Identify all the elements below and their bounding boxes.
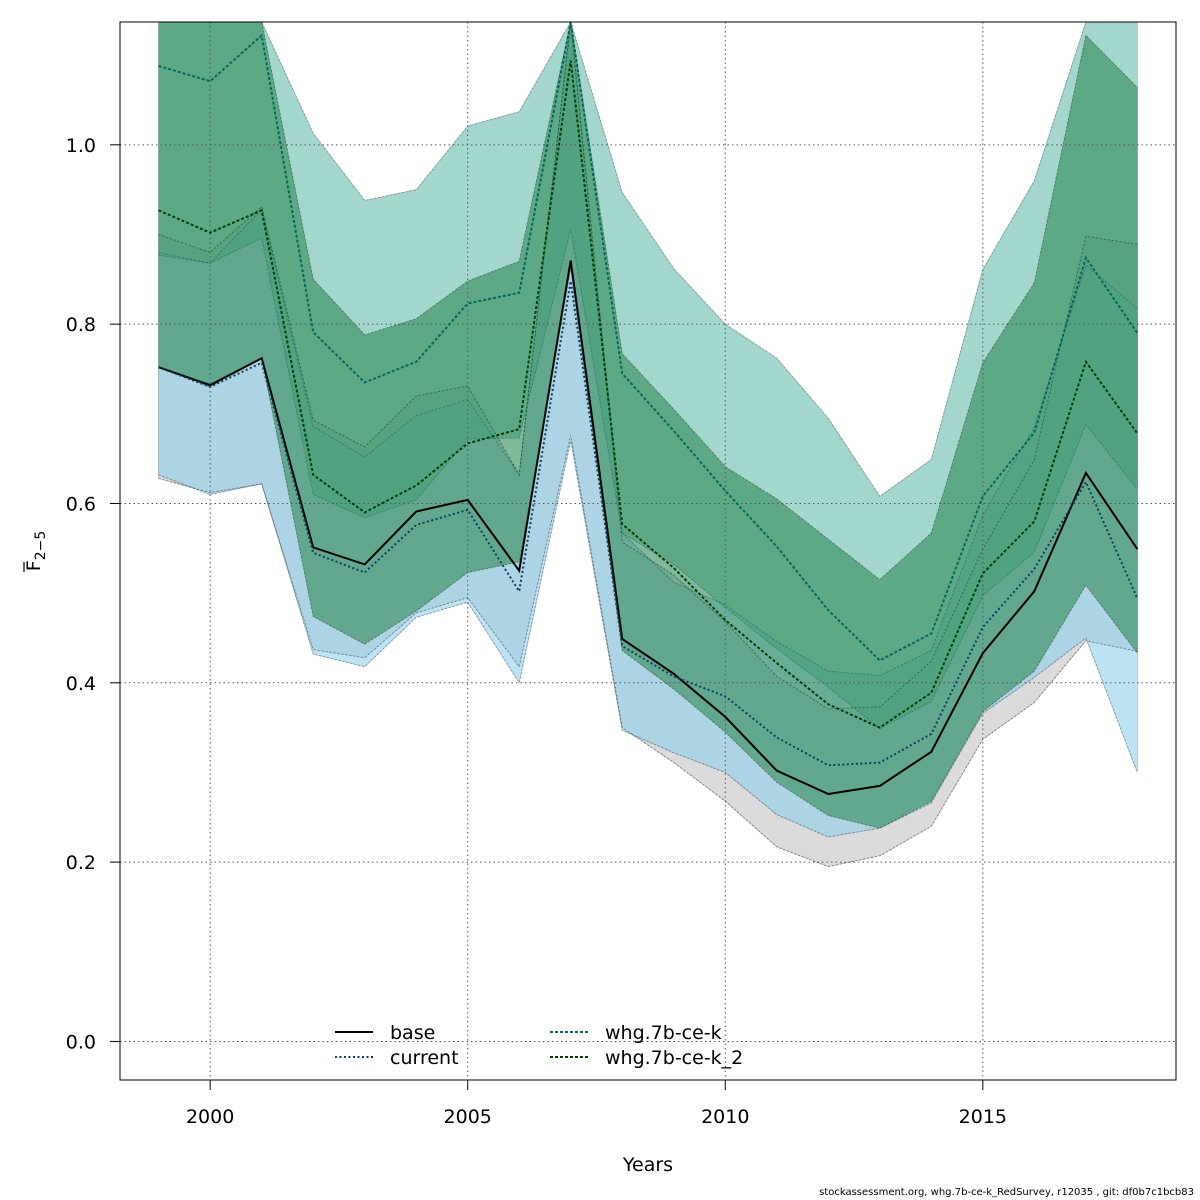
y-tick-label: 0.2 bbox=[66, 852, 96, 874]
plot-frame bbox=[119, 21, 1177, 1081]
y-axis-title-sub: 2−5 bbox=[33, 531, 49, 561]
legend-label: whg.7b-ce-k_2 bbox=[605, 1047, 743, 1069]
series-bound-upper-whg.7b-ce-k bbox=[158, 20, 1138, 498]
confidence-bands bbox=[158, 20, 1138, 868]
y-tick-label: 1.0 bbox=[66, 135, 96, 157]
y-tick-label: 0.4 bbox=[66, 673, 96, 695]
y-axis-title: F2−5 bbox=[23, 531, 49, 572]
legend-label: current bbox=[390, 1047, 459, 1069]
series-bound-upper-whg.7b-ce-k_2 bbox=[158, 21, 1138, 581]
y-axis-title-main: F bbox=[23, 560, 45, 571]
y-tick-label: 0.0 bbox=[66, 1031, 96, 1053]
grid-lines bbox=[120, 22, 1176, 1080]
x-tick-label: 2010 bbox=[701, 1106, 749, 1128]
series-line-whg.7b-ce-k bbox=[158, 21, 1139, 662]
series-line-whg.7b-ce-k_2 bbox=[158, 60, 1139, 729]
legend: base current whg.7b-ce-k whg.7b-ce-k_2 bbox=[335, 1022, 743, 1069]
x-tick-label: 2005 bbox=[444, 1106, 492, 1128]
legend-label: base bbox=[390, 1022, 435, 1044]
series-line-current bbox=[158, 280, 1139, 767]
x-tick-label: 2000 bbox=[186, 1106, 234, 1128]
series-bound-lower-whg.7b-ce-k_2 bbox=[158, 268, 1138, 829]
y-tick-label: 0.8 bbox=[66, 314, 96, 336]
axes: 2000 2005 2010 2015 0.0 0.2 0.4 0.6 0.8 1.0 bbox=[66, 135, 1007, 1128]
x-tick-label: 2015 bbox=[959, 1106, 1007, 1128]
footer-credit: stockassessment.org, whg.7b-ce-k_RedSurv… bbox=[819, 1187, 1194, 1198]
series-line-base bbox=[158, 260, 1139, 796]
series-bound-lower-whg.7b-ce-k bbox=[158, 228, 1138, 730]
series-bound-lower-base bbox=[158, 435, 1138, 868]
y-tick-label: 0.6 bbox=[66, 493, 96, 515]
series-bound-upper-base bbox=[158, 21, 1138, 710]
svg-text:F2−5: F2−5 bbox=[23, 531, 49, 571]
series-bound-upper-current bbox=[158, 21, 1138, 677]
series-lines bbox=[158, 20, 1139, 868]
x-axis-title: Years bbox=[622, 1154, 673, 1176]
series-bound-lower-current bbox=[158, 440, 1138, 838]
legend-label: whg.7b-ce-k bbox=[605, 1022, 722, 1044]
confidence-band-whg.7b-ce-k_2 bbox=[158, 21, 1138, 829]
